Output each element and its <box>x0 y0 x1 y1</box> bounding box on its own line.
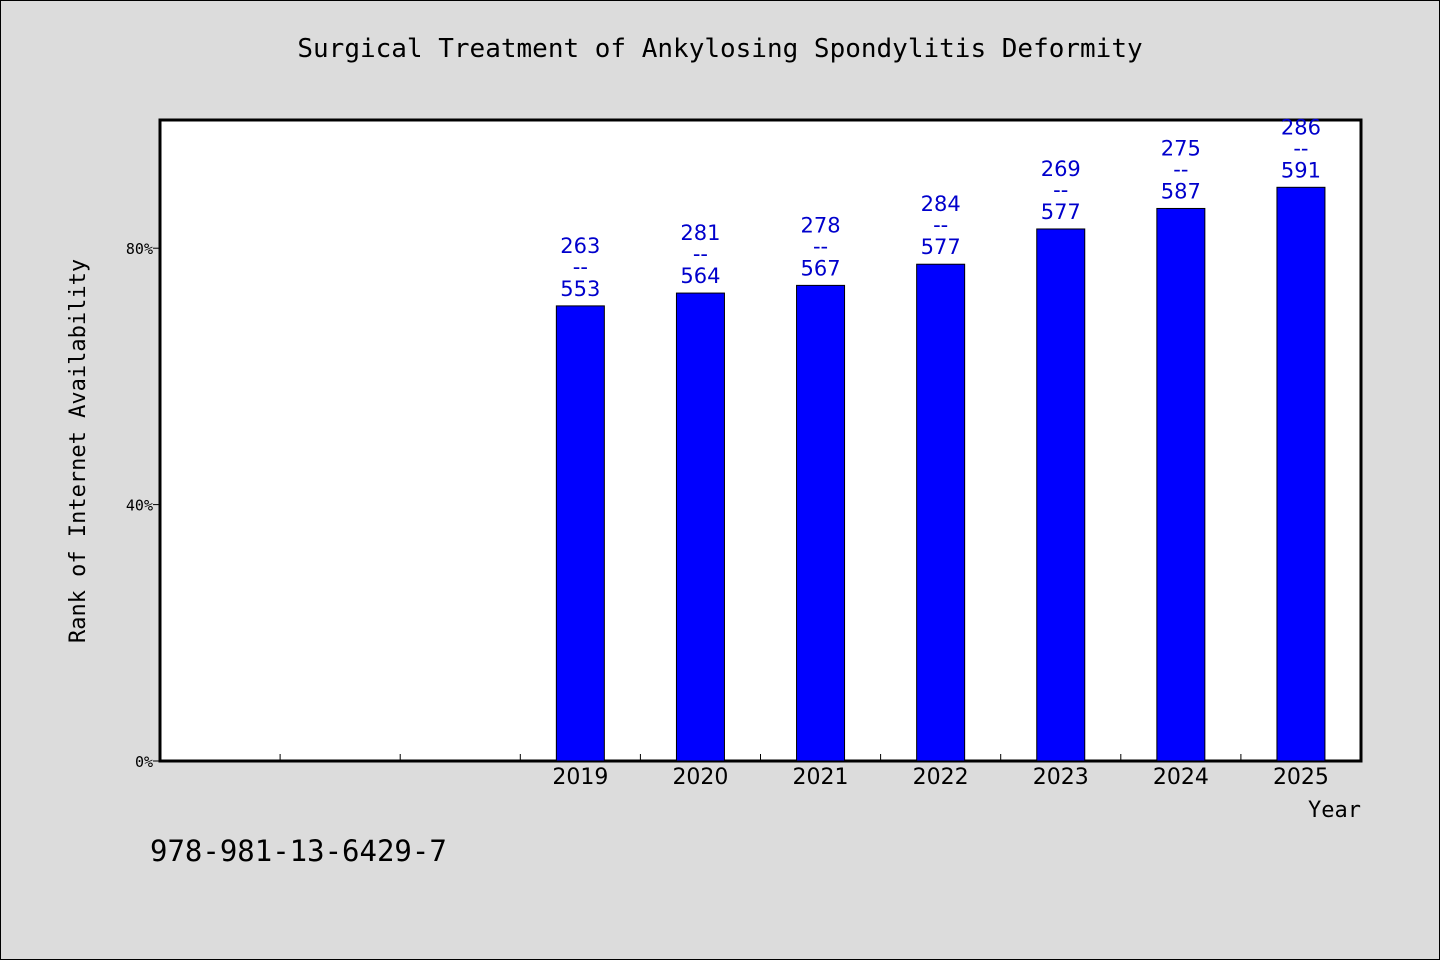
data-label-bottom: 564 <box>680 264 720 288</box>
bar <box>1156 207 1206 762</box>
data-label-top: 284 <box>921 192 961 216</box>
data-label-top: 286 <box>1281 115 1321 139</box>
data-label-separator: -- <box>693 242 708 266</box>
data-label-separator: -- <box>1173 157 1188 181</box>
y-tick-label: 80% <box>126 240 153 258</box>
data-label-bottom: 553 <box>560 277 600 301</box>
data-label-separator: -- <box>1053 178 1068 202</box>
data-label-top: 263 <box>560 234 600 258</box>
bar <box>1036 228 1086 762</box>
chart-title: Surgical Treatment of Ankylosing Spondyl… <box>297 34 1143 64</box>
x-tick-label: 2024 <box>1153 765 1209 790</box>
data-label-top: 269 <box>1041 157 1081 181</box>
y-tick-label: 40% <box>126 497 153 515</box>
data-label-separator: -- <box>813 234 828 258</box>
isbn-label: 978-981-13-6429-7 <box>150 834 447 868</box>
data-label-top: 275 <box>1161 136 1201 160</box>
x-tick-label: 2022 <box>913 765 969 790</box>
x-tick-label: 2020 <box>672 765 728 790</box>
data-label-bottom: 567 <box>801 256 841 280</box>
x-tick-label: 2023 <box>1033 765 1089 790</box>
data-label-separator: -- <box>1293 136 1308 160</box>
x-tick-label: 2019 <box>552 765 608 790</box>
bar <box>555 305 605 762</box>
data-label-separator: -- <box>933 213 948 237</box>
data-label-top: 278 <box>801 213 841 237</box>
bar <box>675 292 725 762</box>
bar <box>796 284 846 762</box>
data-label-separator: -- <box>573 255 588 279</box>
data-label-bottom: 577 <box>921 235 961 259</box>
y-axis-label: Rank of Internet Availability <box>66 259 91 643</box>
x-tick-label: 2021 <box>793 765 849 790</box>
x-tick-label: 2025 <box>1273 765 1329 790</box>
bar <box>916 263 966 762</box>
data-label-top: 281 <box>680 221 720 245</box>
data-label-bottom: 591 <box>1281 158 1321 182</box>
data-label-bottom: 587 <box>1161 179 1201 203</box>
x-axis-label: Year <box>1308 798 1361 823</box>
bar <box>1276 186 1326 762</box>
data-label-bottom: 577 <box>1041 200 1081 224</box>
y-tick-label: 0% <box>135 753 153 771</box>
